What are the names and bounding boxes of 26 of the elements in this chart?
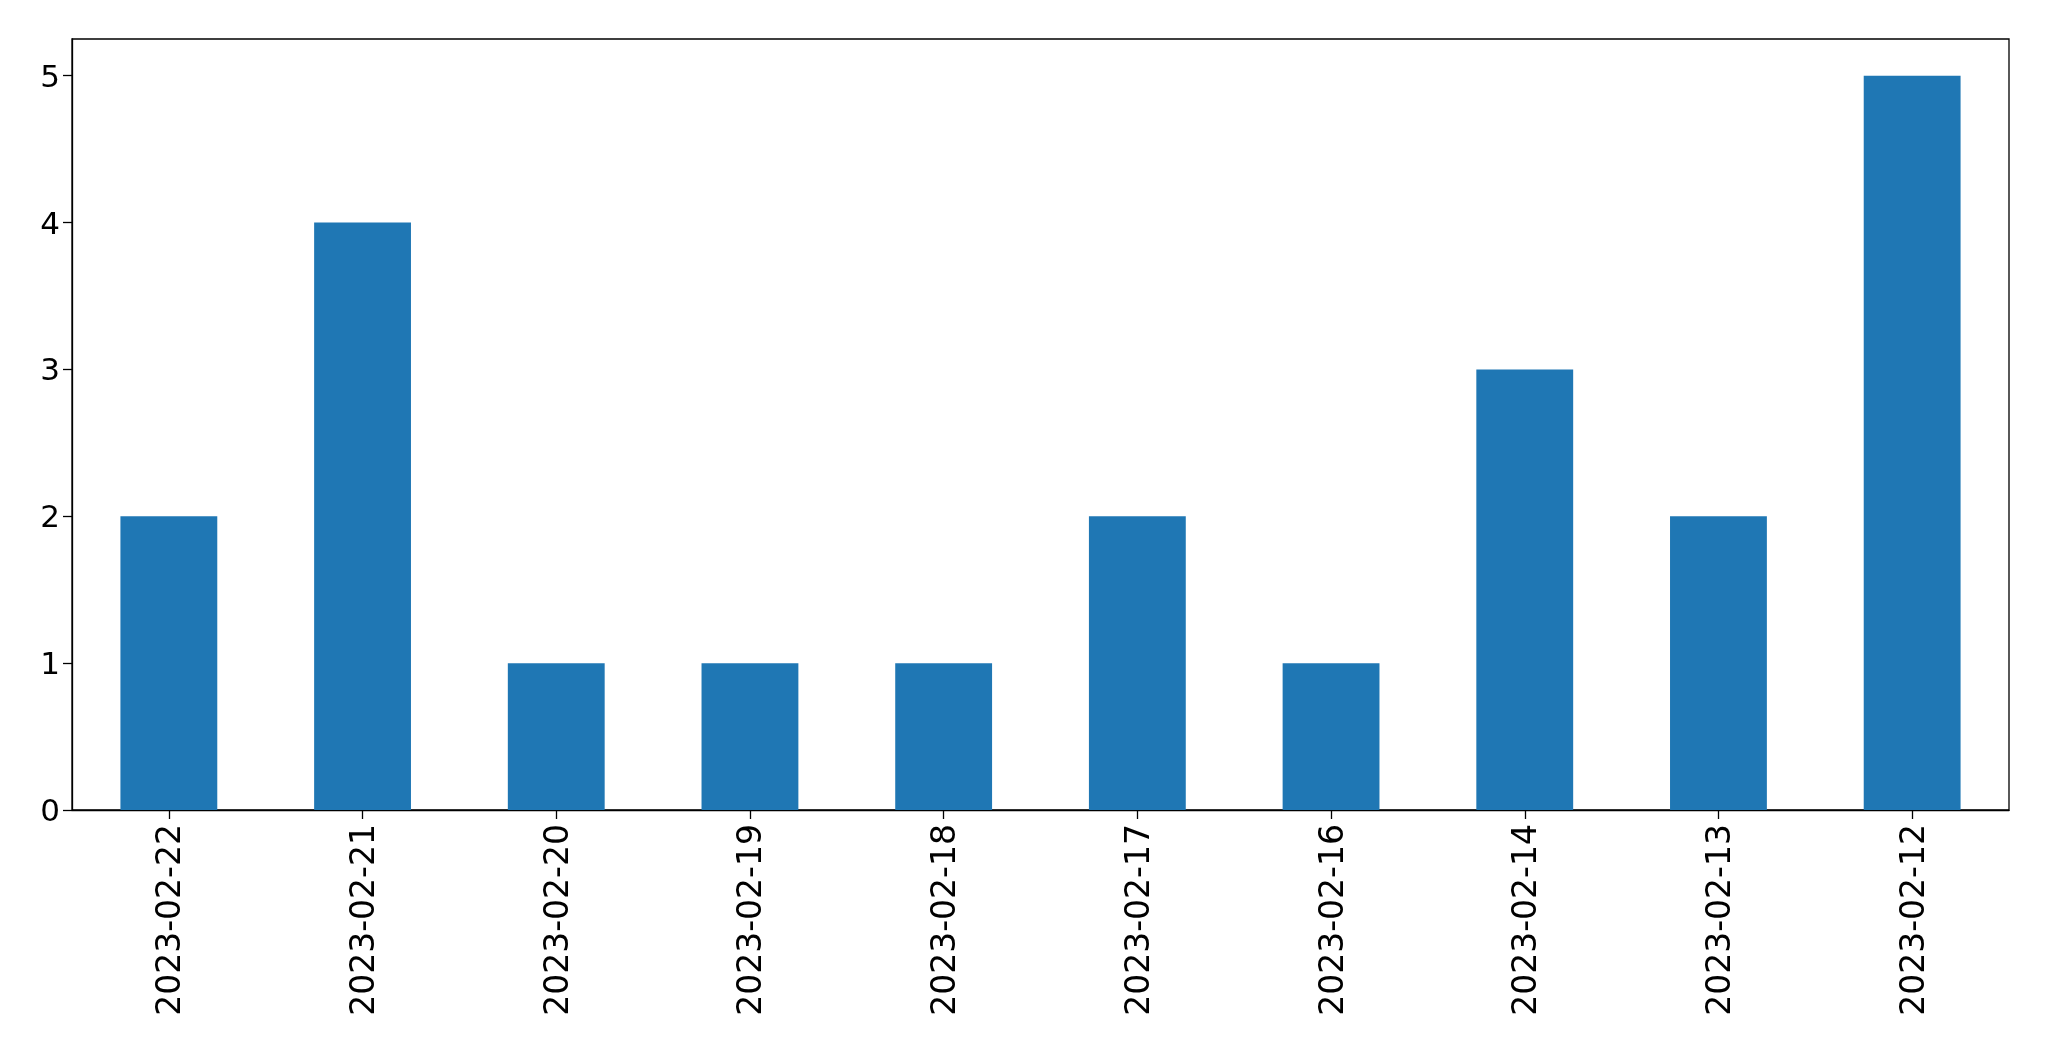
bar <box>701 663 799 810</box>
bar <box>1088 516 1186 810</box>
x-tick-label: 2023-02-22 <box>149 824 189 1016</box>
x-tick-label: 2023-02-20 <box>536 824 576 1016</box>
bar <box>1863 75 1961 810</box>
bar <box>1670 516 1767 810</box>
bar <box>507 663 605 810</box>
x-tick-label: 2023-02-14 <box>1505 824 1545 1016</box>
x-tick-label: 2023-02-16 <box>1311 824 1351 1016</box>
x-tick-label: 2023-02-17 <box>1117 824 1157 1016</box>
y-tick-label: 5 <box>40 57 60 94</box>
y-tick-label: 4 <box>40 204 60 241</box>
x-tick-label: 2023-02-21 <box>343 824 383 1016</box>
x-tick-label: 2023-02-13 <box>1698 824 1738 1016</box>
x-tick-label: 2023-02-18 <box>924 824 964 1016</box>
y-tick-label: 1 <box>40 645 60 682</box>
x-tick-label: 2023-02-19 <box>730 824 770 1016</box>
y-tick-label: 2 <box>40 498 60 535</box>
y-tick-label: 0 <box>40 792 60 828</box>
bar <box>895 663 993 810</box>
bar <box>120 516 218 810</box>
bar <box>314 222 411 810</box>
y-tick-label: 3 <box>40 351 60 388</box>
bar <box>1282 663 1380 810</box>
bar <box>1476 369 1574 810</box>
x-tick-label: 2023-02-12 <box>1892 824 1932 1016</box>
